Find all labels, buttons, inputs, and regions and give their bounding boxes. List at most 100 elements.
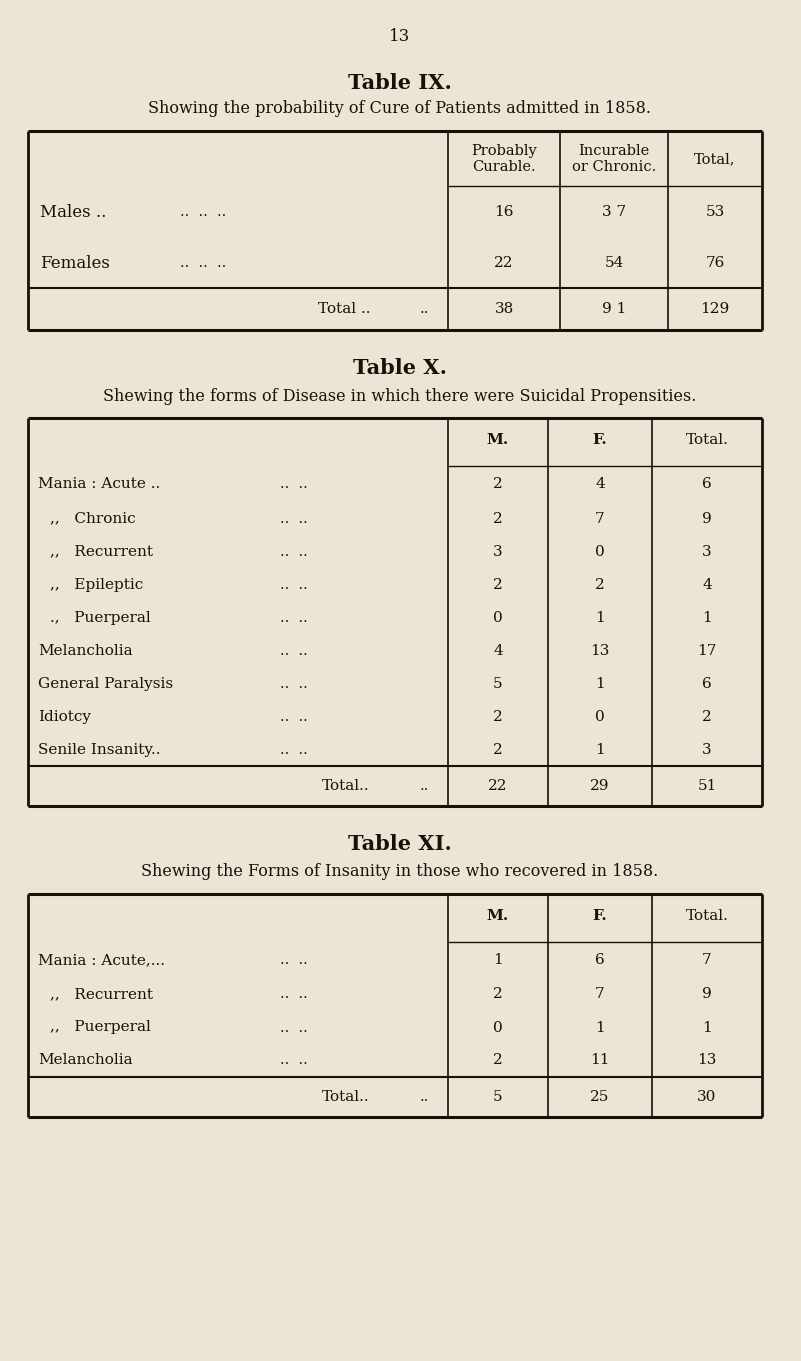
Text: Males ..: Males ..: [40, 204, 107, 220]
Text: ..: ..: [420, 302, 429, 316]
Text: ..  ..  ..: .. .. ..: [180, 206, 226, 219]
Text: 5: 5: [493, 1090, 503, 1104]
Text: 38: 38: [494, 302, 513, 316]
Text: ..  ..: .. ..: [280, 644, 308, 657]
Text: 51: 51: [698, 778, 717, 793]
Text: ,,   Recurrent: ,, Recurrent: [50, 544, 153, 558]
Text: 1: 1: [702, 1021, 712, 1034]
Text: F.: F.: [593, 909, 607, 923]
Text: Total.: Total.: [686, 433, 728, 446]
Text: 2: 2: [493, 577, 503, 592]
Text: 9 1: 9 1: [602, 302, 626, 316]
Text: 11: 11: [590, 1053, 610, 1067]
Text: 25: 25: [590, 1090, 610, 1104]
Text: Females: Females: [40, 255, 110, 271]
Text: 30: 30: [698, 1090, 717, 1104]
Text: M.: M.: [487, 433, 509, 446]
Text: Mania : Acute,...: Mania : Acute,...: [38, 953, 165, 968]
Text: ..  ..: .. ..: [280, 988, 308, 1002]
Text: Melancholia: Melancholia: [38, 1053, 133, 1067]
Text: Shewing the Forms of Insanity in those who recovered in 1858.: Shewing the Forms of Insanity in those w…: [141, 863, 658, 881]
Text: 7: 7: [702, 953, 712, 968]
Text: ..  ..: .. ..: [280, 743, 308, 757]
Text: Melancholia: Melancholia: [38, 644, 133, 657]
Text: 2: 2: [493, 988, 503, 1002]
Text: M.: M.: [487, 909, 509, 923]
Text: 13: 13: [590, 644, 610, 657]
Text: General Paralysis: General Paralysis: [38, 676, 173, 690]
Text: 2: 2: [493, 476, 503, 491]
Text: 22: 22: [494, 256, 513, 269]
Text: 1: 1: [493, 953, 503, 968]
Text: 16: 16: [494, 206, 513, 219]
Text: ..  ..: .. ..: [280, 1053, 308, 1067]
Text: .,   Puerperal: ., Puerperal: [50, 611, 151, 625]
Text: 53: 53: [706, 206, 725, 219]
Text: ,,   Puerperal: ,, Puerperal: [50, 1021, 151, 1034]
Text: ..: ..: [420, 1090, 429, 1104]
Text: F.: F.: [593, 433, 607, 446]
Text: 3 7: 3 7: [602, 206, 626, 219]
Text: 3: 3: [493, 544, 503, 558]
Text: 1: 1: [595, 1021, 605, 1034]
Text: Table IX.: Table IX.: [348, 73, 452, 93]
Text: 0: 0: [595, 709, 605, 724]
Text: 9: 9: [702, 988, 712, 1002]
Text: 22: 22: [489, 778, 508, 793]
Text: 2: 2: [493, 512, 503, 525]
Text: Probably: Probably: [471, 144, 537, 158]
Text: ..  ..: .. ..: [280, 512, 308, 525]
Text: 13: 13: [389, 27, 411, 45]
Text: 13: 13: [698, 1053, 717, 1067]
Text: or Chronic.: or Chronic.: [572, 161, 656, 174]
Text: Table X.: Table X.: [353, 358, 447, 378]
Text: Total ..: Total ..: [317, 302, 370, 316]
Text: 4: 4: [702, 577, 712, 592]
Text: Showing the probability of Cure of Patients admitted in 1858.: Showing the probability of Cure of Patie…: [148, 99, 651, 117]
Text: Total..: Total..: [322, 778, 370, 793]
Text: 0: 0: [493, 611, 503, 625]
Text: 129: 129: [700, 302, 730, 316]
Text: Mania : Acute ..: Mania : Acute ..: [38, 476, 160, 491]
Text: 7: 7: [595, 512, 605, 525]
Text: 1: 1: [595, 743, 605, 757]
Text: Incurable: Incurable: [578, 144, 650, 158]
Text: 9: 9: [702, 512, 712, 525]
Text: Table XI.: Table XI.: [348, 834, 452, 853]
Text: ..  ..: .. ..: [280, 709, 308, 724]
Text: 54: 54: [604, 256, 624, 269]
Text: 2: 2: [595, 577, 605, 592]
Text: ..  ..: .. ..: [280, 476, 308, 491]
Text: 2: 2: [702, 709, 712, 724]
Text: 1: 1: [595, 611, 605, 625]
Text: ,,   Epileptic: ,, Epileptic: [50, 577, 143, 592]
Text: 6: 6: [595, 953, 605, 968]
Text: 0: 0: [493, 1021, 503, 1034]
Text: 5: 5: [493, 676, 503, 690]
Text: Total.: Total.: [686, 909, 728, 923]
Text: ,,   Recurrent: ,, Recurrent: [50, 988, 153, 1002]
Text: Senile Insanity..: Senile Insanity..: [38, 743, 160, 757]
Text: Total,: Total,: [694, 152, 736, 166]
Text: Idiotcy: Idiotcy: [38, 709, 91, 724]
Text: ..  ..: .. ..: [280, 544, 308, 558]
Text: Total..: Total..: [322, 1090, 370, 1104]
Text: ..  ..: .. ..: [280, 676, 308, 690]
Text: 3: 3: [702, 743, 712, 757]
Text: 7: 7: [595, 988, 605, 1002]
Text: 29: 29: [590, 778, 610, 793]
Text: 2: 2: [493, 1053, 503, 1067]
Text: ..  ..: .. ..: [280, 1021, 308, 1034]
Text: 6: 6: [702, 676, 712, 690]
Text: Shewing the forms of Disease in which there were Suicidal Propensities.: Shewing the forms of Disease in which th…: [103, 388, 697, 404]
Text: 1: 1: [595, 676, 605, 690]
Text: ..: ..: [420, 778, 429, 793]
Text: 0: 0: [595, 544, 605, 558]
Text: ..  ..: .. ..: [280, 953, 308, 968]
Text: 1: 1: [702, 611, 712, 625]
Text: 17: 17: [698, 644, 717, 657]
Text: 76: 76: [706, 256, 725, 269]
Text: 3: 3: [702, 544, 712, 558]
Text: ,,   Chronic: ,, Chronic: [50, 512, 135, 525]
Text: ..  ..  ..: .. .. ..: [180, 256, 226, 269]
